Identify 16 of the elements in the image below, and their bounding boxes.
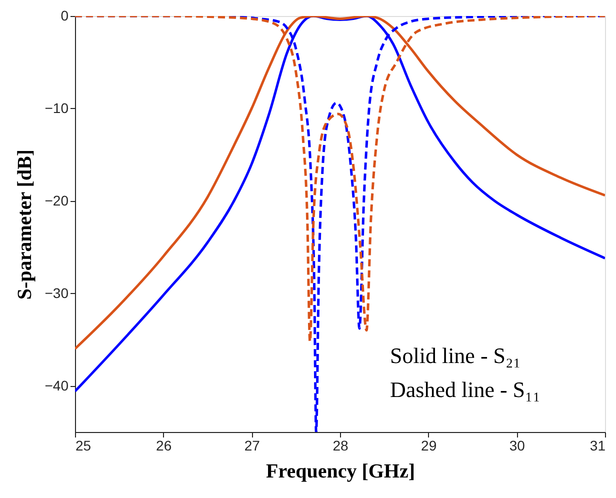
annotation: Dashed line - S₁₁: [390, 377, 540, 402]
x-tick-label: 30: [509, 438, 526, 454]
y-axis-title: S-parameter [dB]: [14, 149, 36, 300]
x-tick-label: 29: [421, 438, 437, 454]
x-tick-label: 26: [156, 438, 172, 454]
x-tick-label: 27: [244, 438, 260, 454]
annotation: Solid line - S₂₁: [390, 343, 521, 368]
x-tick-label: 31: [590, 438, 606, 454]
y-tick-label: −30: [44, 284, 69, 301]
x-tick-label: 28: [332, 438, 348, 454]
x-axis-title: Frequency [GHz]: [266, 460, 416, 482]
x-tick-label: 25: [76, 438, 92, 454]
y-tick-label: −10: [44, 100, 69, 116]
y-tick-label: 0: [60, 8, 69, 24]
y-tick-label: −20: [44, 192, 69, 208]
y-tick-label: −40: [44, 377, 69, 394]
